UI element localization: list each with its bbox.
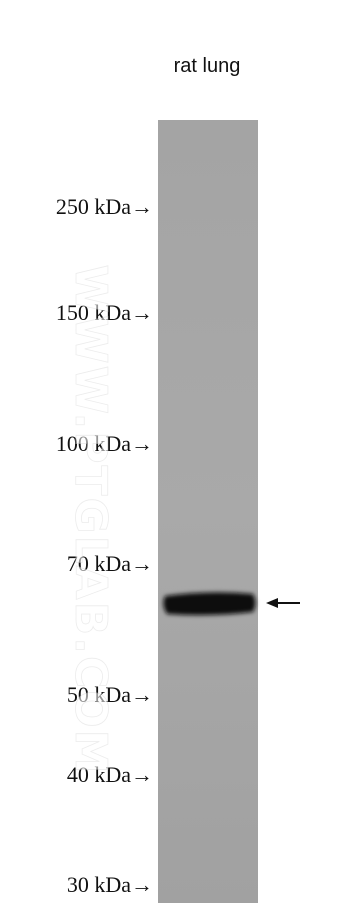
marker-label: 40 kDa→: [67, 762, 153, 787]
watermark: WWW.PTGLAB.COM: [65, 265, 116, 776]
blot-lane: [158, 120, 258, 903]
marker-label: 50 kDa→: [67, 682, 153, 707]
marker-label: 30 kDa→: [67, 872, 153, 897]
protein-band: [163, 592, 256, 616]
marker-label: 100 kDa→: [56, 431, 153, 456]
lane-label: rat lung: [174, 55, 241, 77]
marker-label: 70 kDa→: [67, 551, 153, 576]
marker-label: 150 kDa→: [56, 300, 153, 325]
marker-label: 250 kDa→: [56, 194, 153, 219]
band-arrow: [266, 598, 300, 608]
